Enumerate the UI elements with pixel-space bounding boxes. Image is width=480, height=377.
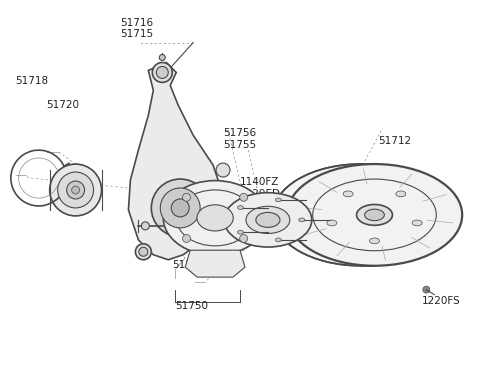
Polygon shape (129, 63, 223, 260)
Circle shape (182, 193, 191, 201)
Circle shape (423, 286, 430, 293)
Ellipse shape (256, 212, 280, 227)
Ellipse shape (171, 199, 189, 217)
Ellipse shape (163, 181, 267, 255)
Ellipse shape (396, 191, 406, 197)
Ellipse shape (327, 220, 337, 226)
Ellipse shape (142, 222, 149, 230)
Circle shape (240, 234, 248, 242)
Ellipse shape (160, 188, 200, 228)
Text: 51752: 51752 (172, 260, 205, 270)
Ellipse shape (299, 218, 305, 222)
Ellipse shape (273, 164, 448, 266)
Ellipse shape (287, 164, 462, 266)
Ellipse shape (276, 238, 281, 242)
Polygon shape (185, 250, 245, 277)
Ellipse shape (343, 191, 353, 197)
Circle shape (240, 193, 248, 201)
Ellipse shape (365, 209, 384, 221)
Text: 1220FS: 1220FS (422, 296, 460, 305)
Ellipse shape (238, 206, 243, 209)
Ellipse shape (276, 198, 281, 202)
Ellipse shape (67, 181, 84, 199)
Ellipse shape (50, 164, 101, 216)
Ellipse shape (159, 55, 165, 60)
Text: 51750: 51750 (176, 301, 209, 311)
Text: 51716
51715: 51716 51715 (120, 18, 154, 39)
Ellipse shape (412, 220, 422, 226)
Text: 51720: 51720 (46, 100, 79, 110)
Ellipse shape (238, 230, 243, 234)
Circle shape (182, 234, 191, 242)
Ellipse shape (152, 63, 172, 83)
Ellipse shape (246, 206, 290, 233)
Ellipse shape (139, 247, 148, 256)
Ellipse shape (370, 238, 380, 244)
Text: 51756
51755: 51756 51755 (223, 129, 256, 150)
Ellipse shape (224, 193, 312, 247)
Ellipse shape (151, 179, 209, 237)
Ellipse shape (197, 205, 233, 231)
Ellipse shape (58, 172, 94, 208)
Ellipse shape (357, 204, 393, 225)
Text: 51712: 51712 (379, 136, 412, 146)
Ellipse shape (72, 186, 80, 194)
Ellipse shape (156, 66, 168, 78)
Text: 1140FZ
1129ED: 1140FZ 1129ED (240, 177, 281, 199)
Ellipse shape (135, 244, 151, 260)
Ellipse shape (216, 163, 230, 177)
Text: 51718: 51718 (15, 76, 48, 86)
